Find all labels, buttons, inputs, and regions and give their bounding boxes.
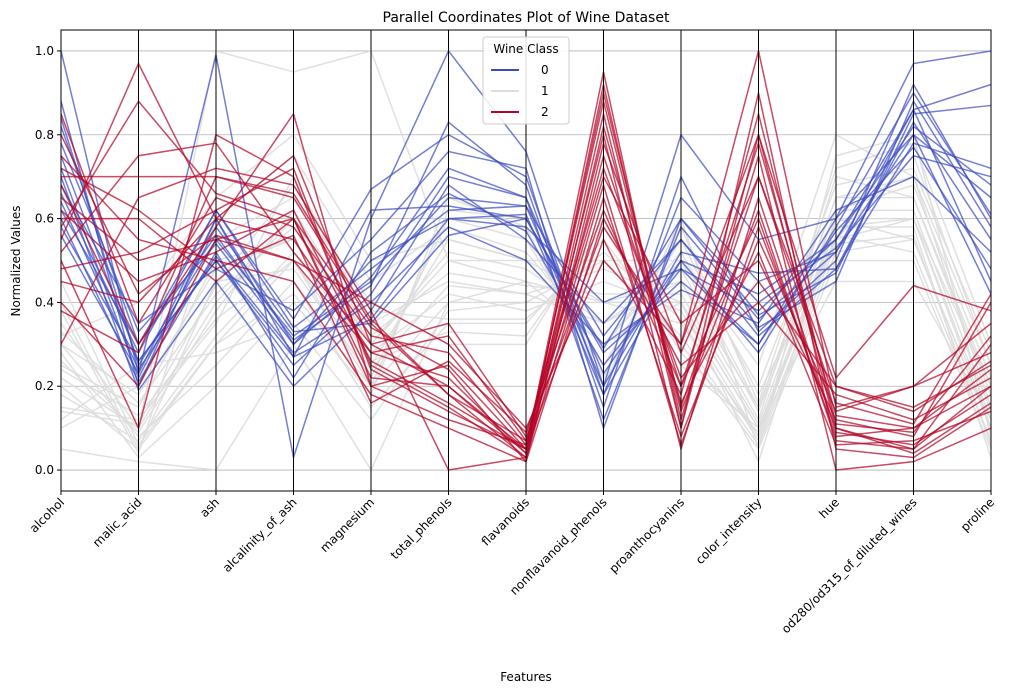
legend-box	[482, 36, 570, 125]
legend: Wine Class 0 1 2	[482, 36, 570, 125]
legend-items: 0 1 2	[491, 63, 549, 119]
y-axis-label: Normalized Values	[9, 205, 23, 316]
y-tick-label: 1.0	[35, 44, 54, 58]
x-axis-label: Features	[500, 670, 552, 684]
y-tick-label: 0.0	[35, 463, 54, 477]
y-tick-label: 0.4	[35, 295, 54, 309]
legend-title: Wine Class	[493, 42, 558, 56]
y-tick-label: 0.8	[35, 128, 54, 142]
chart-title: Parallel Coordinates Plot of Wine Datase…	[383, 10, 670, 26]
legend-label: 1	[541, 84, 549, 98]
legend-label: 2	[541, 105, 549, 119]
y-tick-label: 0.6	[35, 212, 54, 226]
y-tick-label: 0.2	[35, 379, 54, 393]
legend-label: 0	[541, 63, 549, 77]
